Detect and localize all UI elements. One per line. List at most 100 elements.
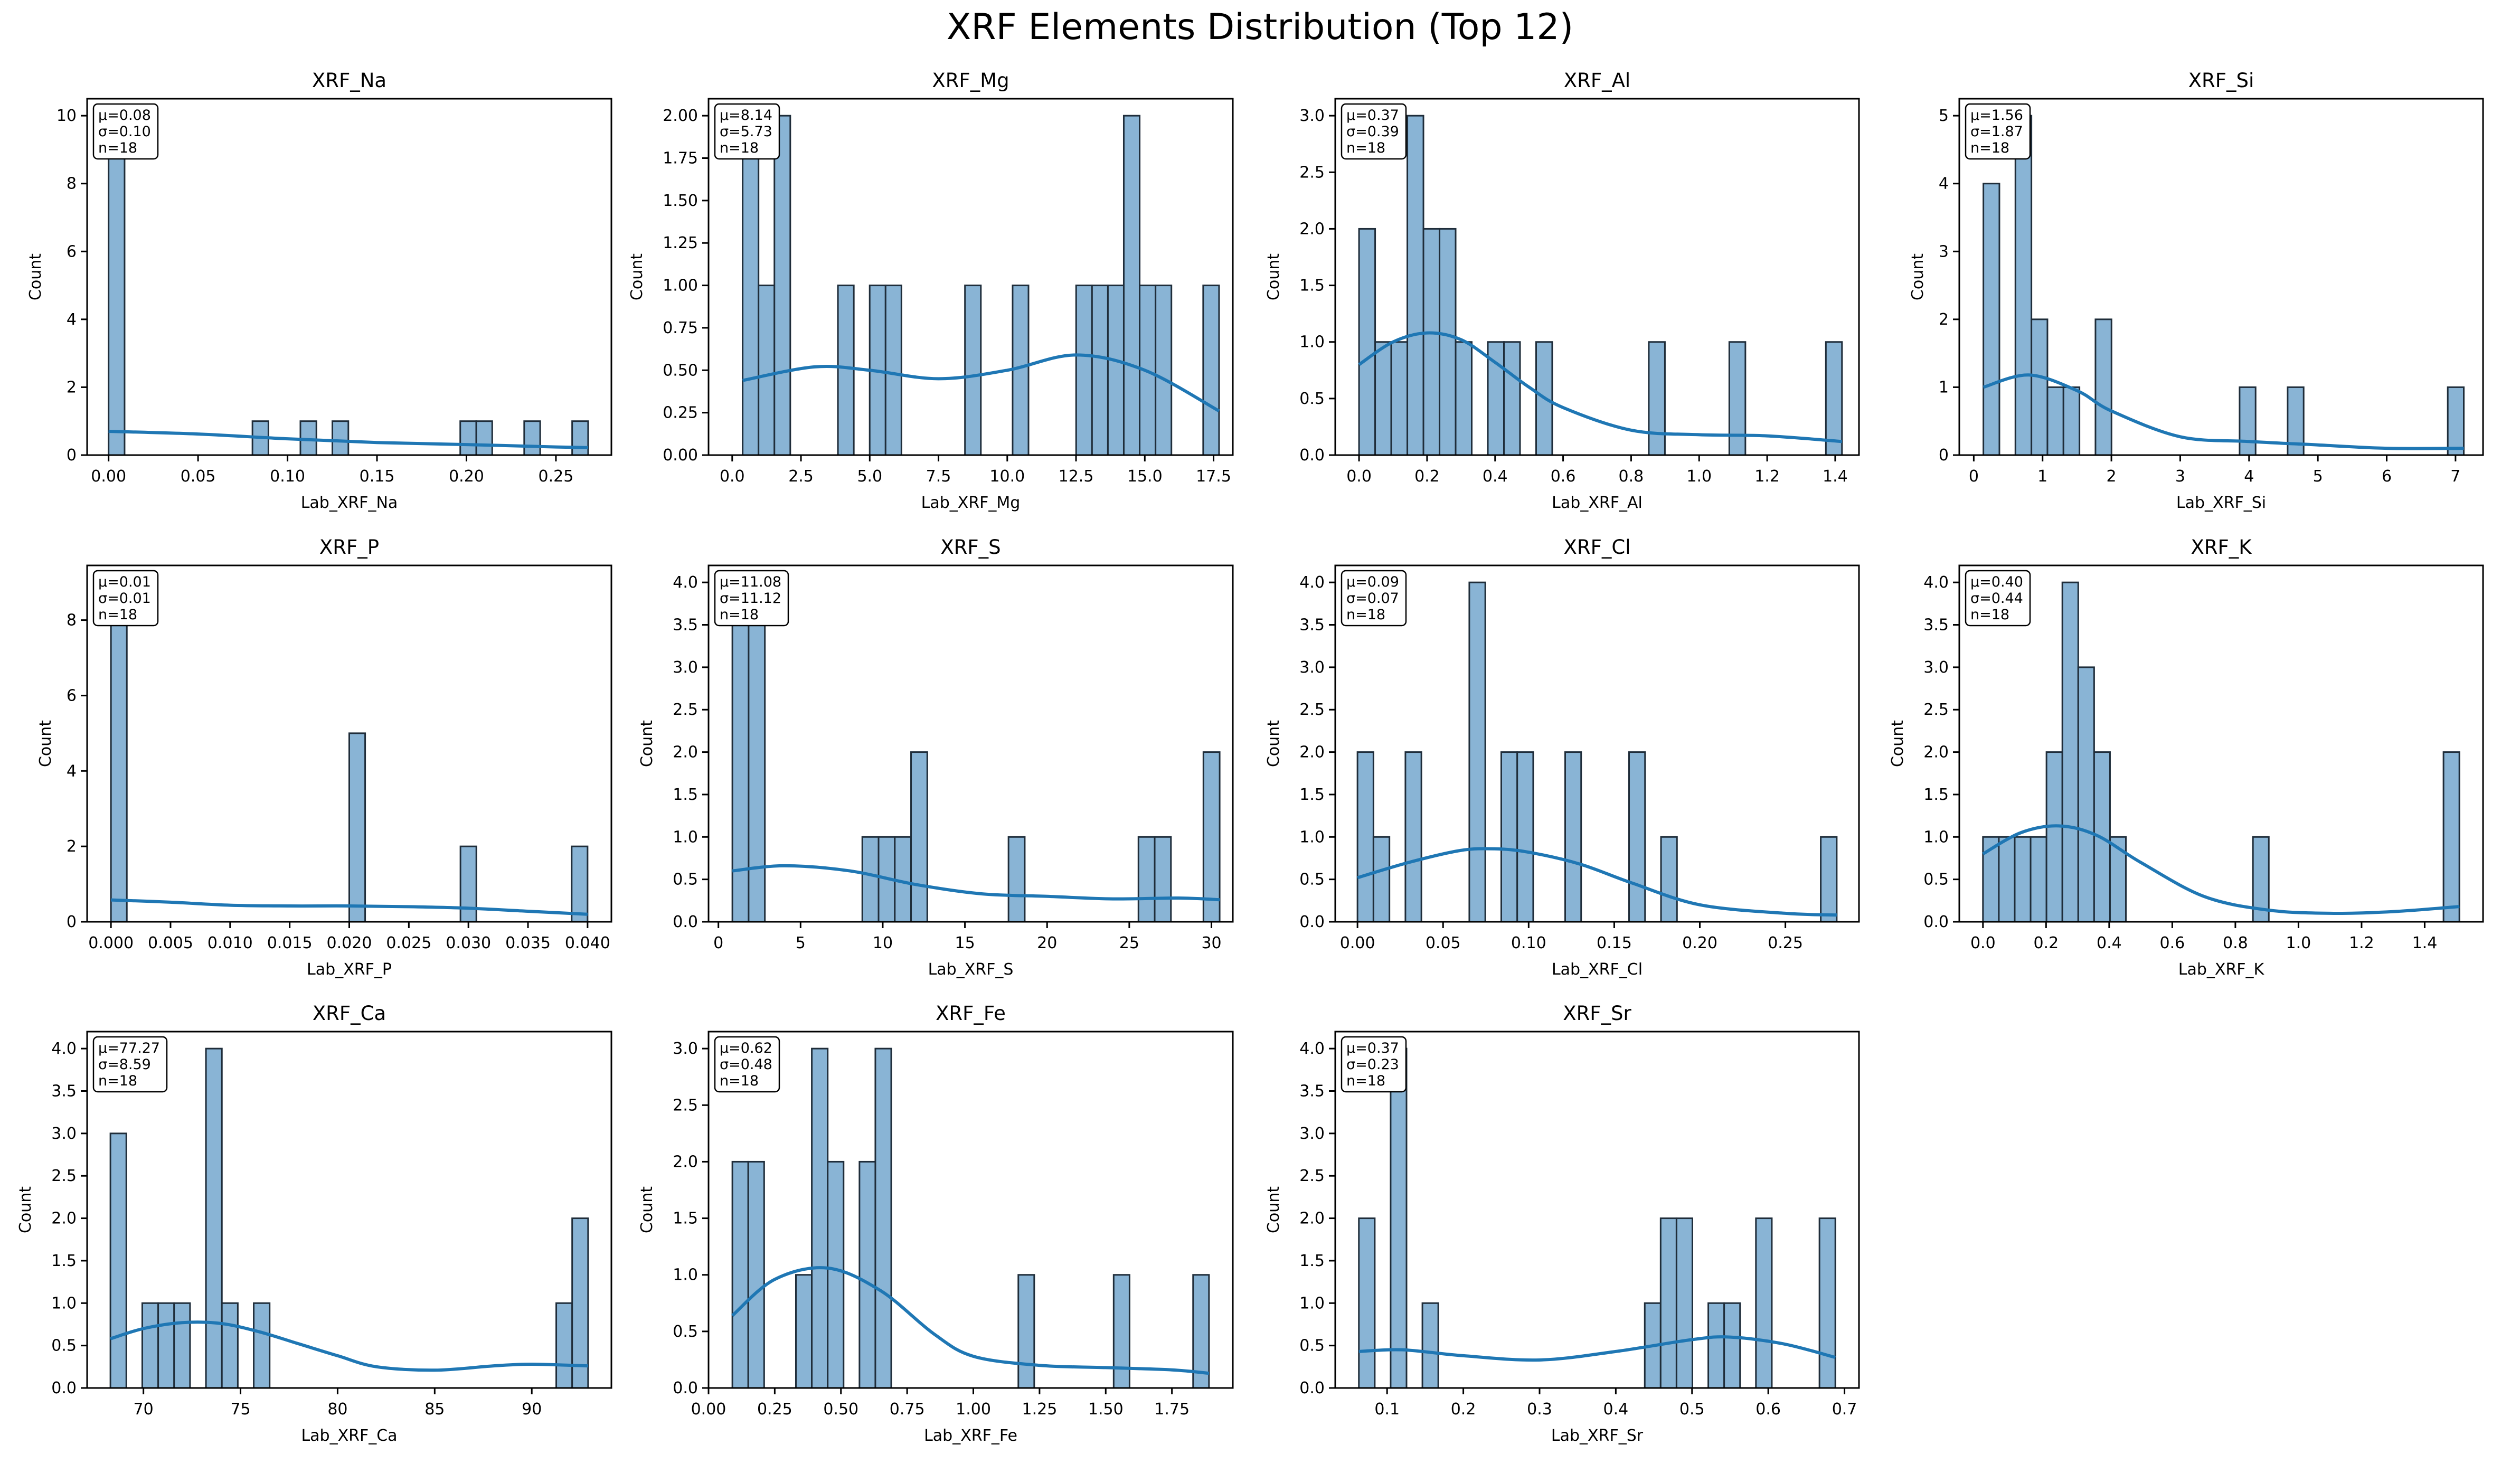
panel-title: XRF_K [2191,536,2252,559]
histogram-bar [884,285,902,456]
y-tick-label: 1.5 [673,786,698,804]
stats-line: n=18 [98,1073,137,1089]
histogram-bar [1358,1217,1376,1389]
panel-xrf-fe: 0.00 0.25 0.50 0.75 1.00 1.25 1.50 1.75 0.0 0.5 1.… [638,1002,1234,1445]
panel-xrf-na: 0.00 0.05 0.10 0.15 0.20 0.25 0 2 4 6 8 10 XRF_Na Lab… [26,69,612,512]
histogram-bar [1192,1274,1210,1389]
y-tick-label: 2.0 [673,743,698,762]
x-tick-label: 0.6 [1551,467,1576,486]
histogram-bar [1439,228,1457,456]
stats-line: μ=8.14 [720,107,772,124]
x-tick-label: 0.4 [2097,934,2122,952]
x-axis-label: Lab_XRF_Na [301,494,398,512]
x-tick-label: 0.000 [88,934,134,952]
histogram-bar [1728,341,1747,456]
x-tick-label: 0.005 [148,934,193,952]
x-tick-label: 1.25 [1022,1400,1057,1419]
histogram-bar [1421,1302,1439,1389]
stats-line: σ=0.10 [98,124,151,140]
y-tick-label: 2.0 [1299,1210,1325,1228]
histogram-bar [1202,285,1220,456]
x-tick-label: 0.6 [2160,934,2185,952]
y-tick-label: 0.0 [1299,446,1325,465]
stats-box [714,103,780,160]
y-tick-label: 1.0 [1299,828,1325,846]
x-tick-label: 0.2 [1451,1400,1476,1419]
histogram-bar [141,1302,159,1389]
y-tick-label: 2 [1939,310,1949,329]
y-tick-label: 4 [67,762,77,780]
x-tick-label: 12.5 [1059,467,1094,486]
y-tick-label: 1.5 [1299,277,1325,295]
y-tick-label: 0.0 [673,1379,698,1397]
stats-box [714,570,789,627]
y-tick-label: 3.0 [673,1040,698,1058]
histogram-bar [2062,386,2081,456]
stats-line: μ=77.27 [98,1040,160,1056]
x-axis-label: Lab_XRF_Mg [921,494,1021,512]
y-tick-label: 1.75 [663,149,698,168]
x-tick-label: 0.20 [1682,934,1717,952]
y-tick-label: 0.0 [1299,1379,1325,1397]
x-tick-label: 0 [1969,467,1979,486]
x-tick-label: 5 [796,934,806,952]
y-tick-label: 1.00 [663,277,698,295]
x-axis-label: Lab_XRF_Fe [924,1427,1017,1445]
y-tick-label: 2.5 [673,1096,698,1114]
x-tick-label: 20 [1037,934,1057,952]
stats-line: μ=0.37 [1346,107,1399,124]
histogram-bar [858,1160,876,1389]
x-axis-label: Lab_XRF_Si [2176,494,2266,512]
histogram-bar [1358,228,1376,456]
y-tick-label: 1.0 [673,828,698,846]
x-tick-label: 10 [873,934,893,952]
panel-title: XRF_S [940,536,1001,559]
histogram-bar [742,115,760,456]
x-tick-label: 0.015 [267,934,313,952]
stats-line: n=18 [98,140,137,156]
stats-box [1341,103,1407,160]
axes-frame [707,1031,1234,1389]
histogram-bar [1516,751,1534,923]
histogram-bar [1372,836,1391,923]
histogram-bar [173,1302,191,1389]
y-tick-label: 4.0 [673,573,698,592]
panel-title: XRF_Mg [932,69,1009,92]
histogram-bar [1122,115,1141,456]
x-tick-label: 7.5 [926,467,951,486]
histogram-bar [1500,751,1518,923]
panel-title: XRF_Fe [936,1002,1006,1025]
stats-line: n=18 [720,607,759,623]
x-axis-label: Lab_XRF_P [307,960,392,979]
y-axis-label: Count [1264,253,1283,300]
stats-line: μ=1.56 [1970,107,2023,124]
histogram-bar [1155,285,1173,456]
x-axis-label: Lab_XRF_K [2178,960,2265,979]
kde-curve [1357,847,1837,917]
x-tick-label: 0.05 [181,467,216,486]
y-tick-label: 2 [67,378,77,396]
stats-line: μ=0.01 [98,574,151,590]
stats-line: σ=0.07 [1346,590,1399,607]
stats-box [92,570,159,627]
y-tick-label: 0 [1939,446,1949,465]
histogram-bar [1137,836,1156,923]
stats-line: n=18 [1346,607,1385,623]
histogram-bar [348,732,366,923]
histogram-bar [1422,228,1441,456]
y-tick-label: 1.5 [1923,786,1949,804]
panel-title: XRF_Si [2188,69,2254,92]
x-tick-label: 3 [2175,467,2185,486]
histogram-bar [2442,751,2460,923]
histogram-bar [2031,318,2049,456]
x-tick-label: 25 [1119,934,1139,952]
y-tick-label: 3.0 [1299,1125,1325,1143]
y-tick-label: 4 [67,310,77,329]
x-tick-label: 0.10 [270,467,305,486]
histogram-bar [731,1160,749,1389]
panel-xrf-s: 0 5 10 15 20 25 30 0.0 0.5 1.0 1.5 2.0 2.5 3.0 3.5 4.0 X… [638,536,1234,979]
x-tick-label: 0.1 [1374,1400,1400,1419]
x-tick-label: 0.4 [1603,1400,1629,1419]
histogram-bar [827,1160,845,1389]
x-tick-label: 0.2 [1414,467,1440,486]
